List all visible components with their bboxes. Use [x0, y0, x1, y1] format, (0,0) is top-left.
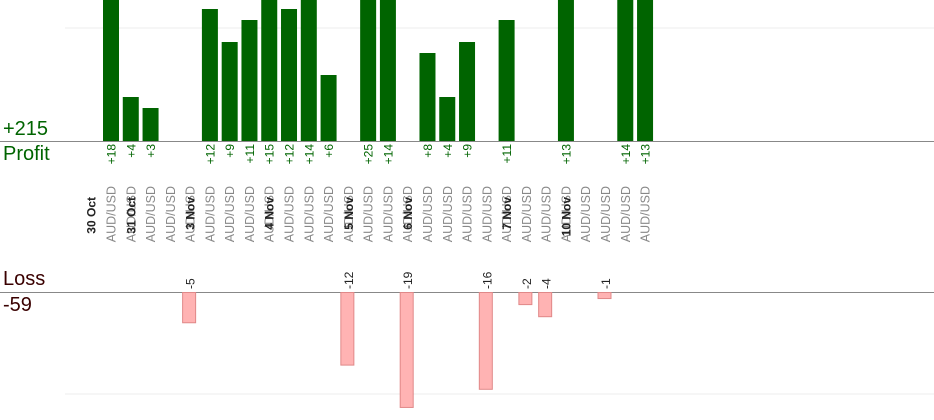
loss-label: Loss	[3, 268, 46, 290]
loss-total: -59	[3, 294, 32, 316]
profit-value-label: +11	[243, 144, 257, 164]
symbol-tick-label: AUD/USD	[599, 186, 613, 242]
profit-bar	[241, 20, 258, 141]
profit-bar	[221, 42, 238, 141]
profit-bar	[419, 53, 436, 141]
profit-value-label: +13	[639, 144, 653, 165]
date-tick-label: 10 Nov	[559, 197, 573, 237]
symbol-tick-label: AUD/USD	[381, 186, 395, 242]
date-tick-label: 3 Nov	[184, 197, 198, 230]
symbol-tick-label: AUD/USD	[302, 186, 316, 242]
symbol-tick-label: AUD/USD	[203, 186, 217, 242]
loss-bar	[478, 292, 493, 390]
loss-bar	[538, 292, 553, 318]
profit-bar	[459, 42, 476, 141]
profit-total: +215	[3, 118, 49, 140]
symbol-tick-label: AUD/USD	[421, 186, 435, 242]
profit-value-label: +13	[559, 144, 573, 165]
profit-value-label: +3	[144, 144, 158, 158]
symbol-tick-label: AUD/USD	[144, 186, 158, 242]
loss-value-label: -5	[184, 278, 198, 289]
date-tick-label: 31 Oct	[124, 197, 138, 234]
symbol-tick-label: AUD/USD	[619, 186, 633, 242]
loss-value-label: -4	[540, 278, 554, 289]
profit-bar	[142, 108, 159, 141]
symbol-tick-label: AUD/USD	[520, 186, 534, 242]
symbol-tick-label: AUD/USD	[322, 186, 336, 242]
symbol-tick-label: AUD/USD	[342, 186, 356, 242]
profit-bar	[261, 0, 278, 141]
loss-value-label: -1	[599, 278, 613, 289]
profit-value-label: +4	[441, 144, 455, 158]
profit-label: Profit	[3, 143, 50, 165]
symbol-tick-label: AUD/USD	[401, 186, 415, 242]
profit-value-label: +12	[283, 144, 297, 165]
symbol-tick-label: AUD/USD	[579, 186, 593, 242]
date-tick-label: 7 Nov	[500, 197, 514, 230]
loss-bar	[597, 292, 612, 300]
date-tick-label: 4 Nov	[263, 197, 277, 230]
profit-value-label: +25	[362, 144, 376, 165]
loss-value-label: -2	[520, 278, 534, 289]
loss-value-label: -12	[342, 271, 356, 289]
profit-value-label: +14	[302, 144, 316, 165]
symbol-tick-label: AUD/USD	[263, 186, 277, 242]
profit-bar	[201, 9, 218, 141]
profit-value-label: +14	[381, 144, 395, 165]
loss-bar	[340, 292, 355, 366]
symbol-tick-label: AUD/USD	[124, 186, 138, 242]
profit-bar	[300, 0, 317, 141]
symbol-tick-label: AUD/USD	[105, 186, 119, 242]
profit-value-label: +6	[322, 144, 336, 158]
profit-value-label: +8	[421, 144, 435, 158]
profit-bar	[122, 97, 139, 141]
loss-bar	[399, 292, 414, 408]
loss-bar	[182, 292, 197, 324]
profit-bar	[498, 20, 515, 141]
profit-value-label: +14	[619, 144, 633, 165]
profit-bar	[617, 0, 634, 141]
profit-value-label: +12	[203, 144, 217, 165]
symbol-tick-label: AUD/USD	[441, 186, 455, 242]
profit-value-label: +15	[263, 144, 277, 165]
symbol-tick-label: AUD/USD	[639, 186, 653, 242]
profit-bar	[360, 0, 377, 141]
symbol-tick-label: AUD/USD	[184, 186, 198, 242]
symbol-tick-label: AUD/USD	[480, 186, 494, 242]
loss-value-label: -19	[401, 271, 415, 289]
profit-value-label: +9	[223, 144, 237, 158]
profit-value-label: +4	[124, 144, 138, 158]
profit-bar	[557, 0, 574, 141]
profit-bar	[439, 97, 456, 141]
symbol-tick-label: AUD/USD	[362, 186, 376, 242]
profit-bar	[320, 75, 337, 141]
profit-bar	[379, 0, 396, 141]
date-tick-label: 6 Nov	[401, 197, 415, 230]
profit-value-label: +9	[461, 144, 475, 158]
profit-value-label: +18	[105, 144, 119, 165]
symbol-tick-label: AUD/USD	[243, 186, 257, 242]
profit-value-label: +11	[500, 144, 514, 164]
date-tick-label: 30 Oct	[85, 197, 99, 234]
symbol-tick-label: AUD/USD	[500, 186, 514, 242]
symbol-tick-label: AUD/USD	[283, 186, 297, 242]
profit-bar	[281, 9, 298, 141]
symbol-tick-label: AUD/USD	[540, 186, 554, 242]
profit-bar	[637, 0, 654, 141]
loss-value-label: -16	[480, 271, 494, 289]
symbol-tick-label: AUD/USD	[559, 186, 573, 242]
symbol-tick-label: AUD/USD	[164, 186, 178, 242]
profit-bar	[103, 0, 119, 141]
date-tick-label: 5 Nov	[342, 197, 356, 230]
symbol-tick-label: AUD/USD	[461, 186, 475, 242]
symbol-tick-label: AUD/USD	[223, 186, 237, 242]
loss-bar	[518, 292, 533, 306]
